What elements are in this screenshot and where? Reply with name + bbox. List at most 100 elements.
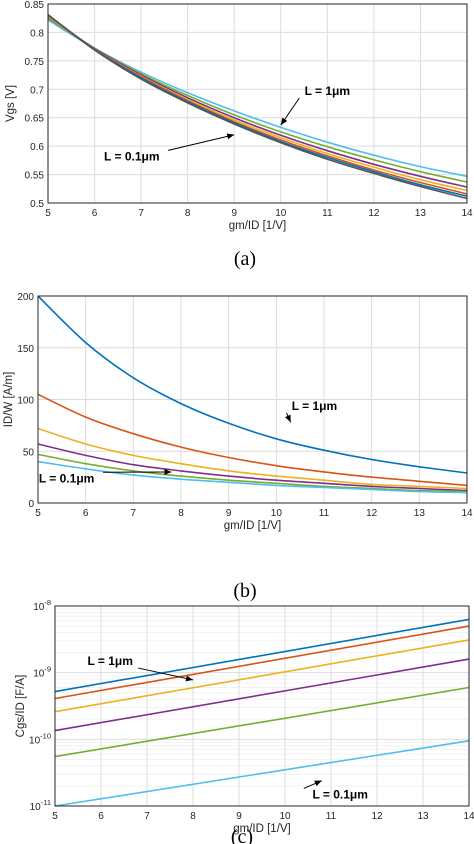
series-group: [54, 618, 470, 807]
x-tick-label: 12: [368, 208, 380, 219]
x-tick-label: 6: [98, 811, 104, 822]
y-tick-base: 10: [33, 669, 45, 680]
x-tick-label: 12: [366, 508, 378, 519]
y-tick-label: 0: [28, 499, 34, 510]
x-tick-label: 11: [322, 208, 333, 219]
x-tick-label: 11: [326, 811, 337, 822]
x-tick-label: 8: [190, 811, 196, 822]
x-tick-label: 8: [178, 508, 184, 519]
y-tick-label: 200: [17, 292, 34, 303]
y-tick-label: 0.75: [25, 57, 45, 68]
series-line-2: [37, 393, 468, 487]
annotation-label: L = 1μm: [292, 399, 337, 413]
y-tick-exponent: -8: [44, 598, 51, 607]
annotation-arrowhead: [185, 675, 193, 682]
x-tick-label: 10: [271, 508, 283, 519]
x-tick-label: 8: [185, 208, 191, 219]
annotation-arrowhead: [285, 414, 291, 423]
y-tick-base: 10: [30, 802, 42, 813]
annotation-arrowhead: [226, 133, 235, 140]
series-line-6: [47, 14, 468, 197]
y-tick-label: 10-10: [29, 731, 51, 746]
series-line-4: [47, 15, 468, 192]
x-tick-label: 10: [275, 208, 287, 219]
x-tick-label: 13: [414, 508, 426, 519]
y-tick-base: 10: [33, 602, 45, 613]
y-tick-label: 150: [17, 344, 34, 355]
y-tick-label: 0.55: [25, 171, 45, 182]
annotation-label: L = 0.1μm: [312, 787, 367, 801]
x-tick-label: 5: [52, 811, 58, 822]
x-tick-label: 13: [417, 811, 429, 822]
y-tick-label: 10-9: [33, 665, 51, 680]
annotation-arrow-line: [138, 667, 194, 681]
x-tick-label: 12: [371, 811, 383, 822]
x-tick-label: 7: [131, 508, 137, 519]
y-tick-label: 50: [23, 447, 35, 458]
plot-frame: [37, 295, 468, 504]
plot-frame: [54, 605, 470, 807]
annotation-arrowhead: [280, 117, 288, 126]
x-tick-label: 11: [319, 508, 330, 519]
x-tick-label: 6: [92, 208, 98, 219]
series-line-5: [54, 686, 470, 758]
series-group: [37, 295, 468, 494]
annotation-label: L = 1μm: [305, 84, 350, 98]
panel-caption: (a): [234, 248, 256, 270]
annotation-label: L = 0.1μm: [104, 149, 159, 163]
x-tick-label: 5: [45, 208, 51, 219]
series-group: [47, 14, 468, 200]
y-tick-label: 10-11: [30, 798, 51, 813]
y-tick-exponent: -9: [44, 665, 51, 674]
series-line-3: [37, 427, 468, 490]
y-tick-label: 0.85: [25, 0, 45, 11]
series-line-4: [37, 443, 468, 492]
annotation-arrowhead: [314, 780, 322, 787]
y-tick-label: 0.6: [30, 142, 44, 153]
x-tick-label: 10: [279, 811, 291, 822]
y-tick-label: 10-8: [33, 598, 51, 613]
x-tick-label: 5: [35, 508, 41, 519]
series-line-1: [37, 295, 468, 474]
series-line-1: [54, 618, 470, 693]
y-axis-label: ID/W [A/m]: [3, 372, 15, 428]
x-tick-label: 7: [144, 811, 150, 822]
y-tick-exponent: -11: [41, 798, 51, 807]
y-tick-label: 0.5: [30, 199, 44, 210]
x-tick-label: 13: [415, 208, 427, 219]
series-line-3: [54, 639, 470, 713]
chart-panel-2: 5 6 7 8 9 10 11 12 13 14 0 50 100 150 200 gm/ID [1/V] ID…: [3, 292, 473, 602]
annotation-label: L = 1μm: [87, 654, 132, 668]
annotation-arrowhead: [164, 468, 172, 475]
x-tick-label: 14: [463, 811, 474, 822]
x-axis-label: gm/ID [1/V]: [224, 520, 282, 532]
plot-frame: [47, 3, 468, 204]
x-tick-label: 14: [461, 508, 473, 519]
annotation-label: L = 0.1μm: [39, 471, 94, 485]
series-line-2: [54, 625, 470, 700]
y-tick-label: 100: [17, 396, 34, 407]
x-axis-label: gm/ID [1/V]: [233, 823, 291, 835]
x-tick-label: 7: [138, 208, 144, 219]
x-tick-label: 9: [231, 208, 237, 219]
y-tick-label: 0.8: [30, 28, 44, 39]
y-tick-exponent: -10: [40, 731, 51, 740]
annotation-arrow-line: [168, 134, 235, 151]
y-tick-base: 10: [29, 735, 41, 746]
chart-panel-1: 5 6 7 8 9 10 11 12 13 14 0.5 0.55 0.6 0.65 0.7 0.75 0.8 0…: [5, 0, 473, 270]
x-tick-label: 9: [236, 811, 242, 822]
y-axis-label: Vgs [V]: [5, 85, 17, 122]
y-axis-label: Cgs/ID [F/A]: [15, 675, 27, 738]
series-line-6: [54, 740, 470, 807]
series-line-5: [37, 453, 468, 493]
x-tick-label: 9: [226, 508, 232, 519]
x-axis-label: gm/ID [1/V]: [229, 220, 287, 232]
y-tick-label: 0.7: [30, 85, 44, 96]
y-tick-label: 0.65: [25, 114, 45, 125]
panel-caption: (c): [231, 826, 253, 844]
panel-caption: (b): [233, 580, 256, 602]
series-line-7: [47, 14, 468, 200]
x-tick-label: 6: [83, 508, 89, 519]
